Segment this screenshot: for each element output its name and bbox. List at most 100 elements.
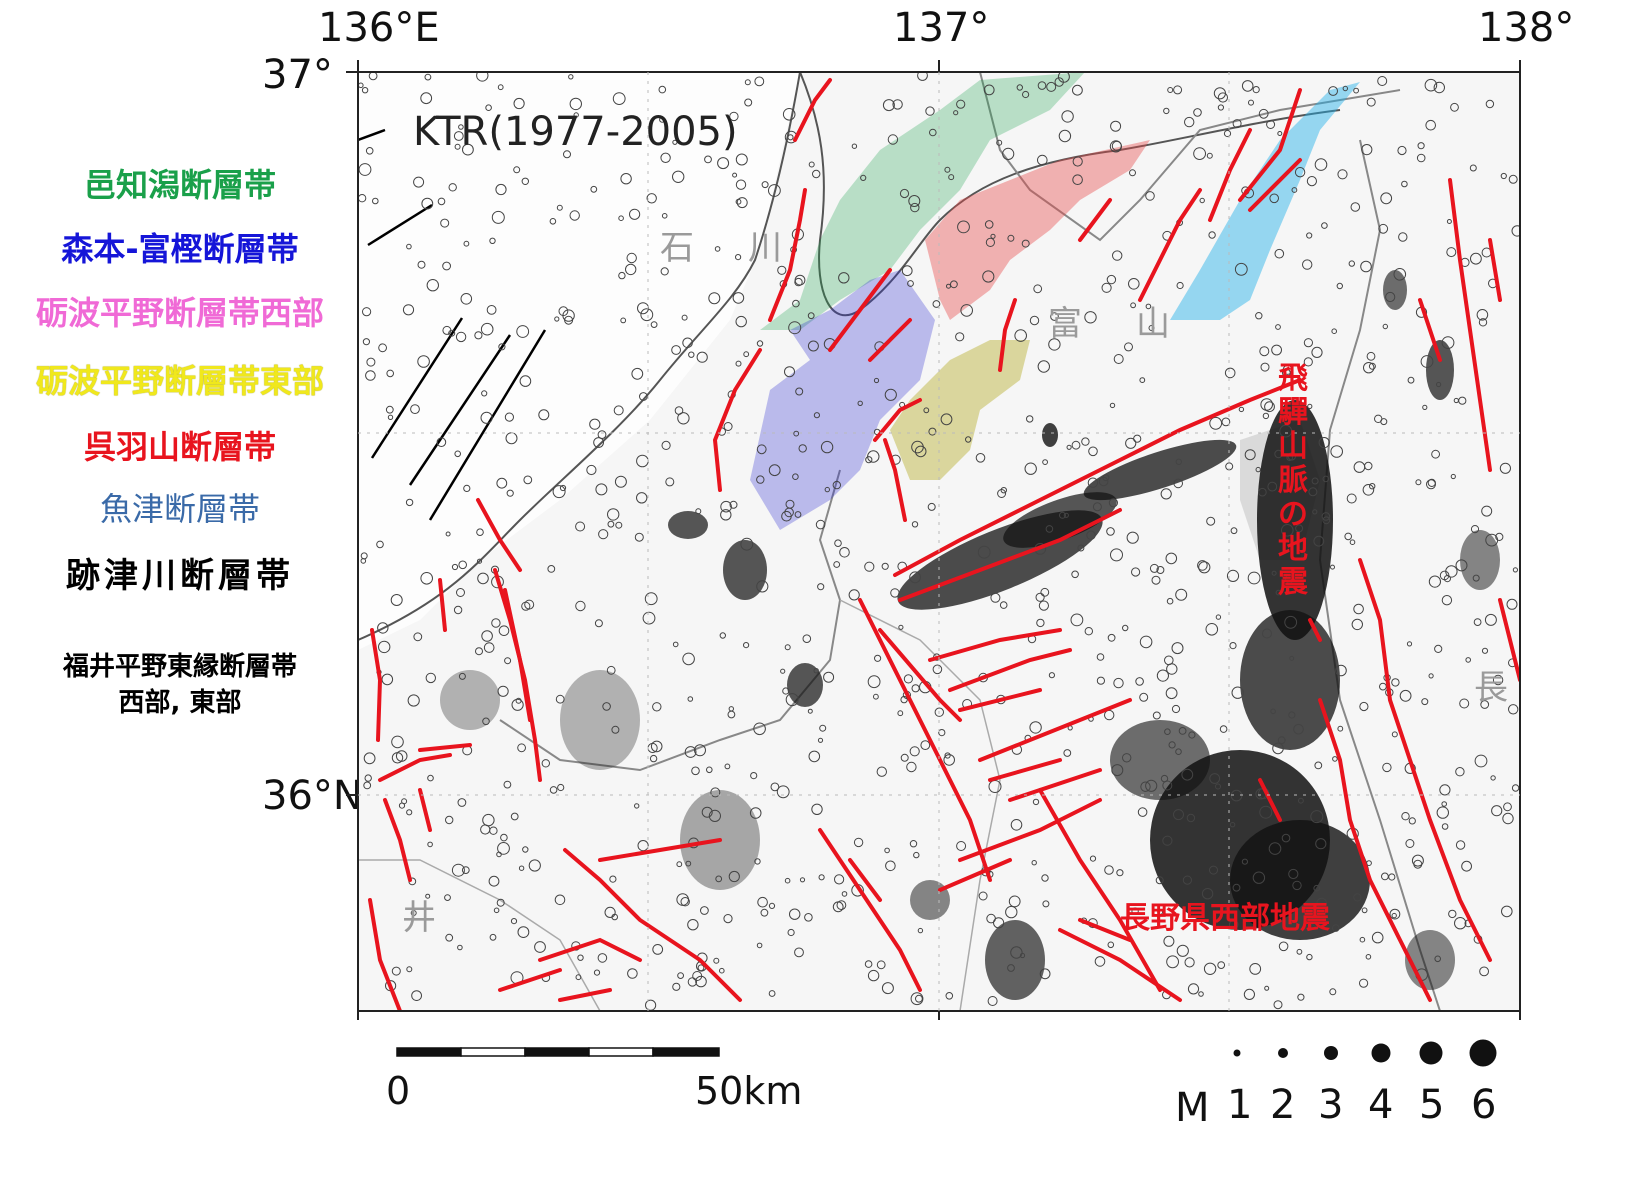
hypocenter-circle — [873, 693, 879, 700]
hypocenter-circle — [780, 668, 786, 674]
hypocenter-circle — [1070, 613, 1084, 627]
legend-fukui-east-parts: 西部, 東部 — [118, 688, 242, 718]
hypocenter-circle — [547, 565, 556, 573]
hypocenter-circle — [1156, 669, 1170, 682]
hypocenter-circle — [1112, 250, 1123, 261]
hypocenter-circle — [413, 176, 425, 188]
hypocenter-circle — [498, 343, 506, 351]
hypocenter-circle — [417, 355, 430, 368]
hypocenter-circle — [1122, 753, 1132, 763]
hypocenter-circle — [1411, 854, 1424, 867]
hypocenter-circle — [649, 754, 658, 763]
hypocenter-circle — [1366, 97, 1376, 107]
hypocenter-circle — [1124, 342, 1133, 352]
hypocenter-circle — [517, 926, 530, 938]
hypocenter-circle — [853, 837, 864, 848]
hypocenter-circle — [982, 270, 995, 283]
hypocenter-circle — [1441, 823, 1449, 830]
hypocenter-circle — [1484, 613, 1497, 626]
hypocenter-circle — [881, 562, 889, 570]
hypocenter-circle — [682, 652, 695, 666]
hypocenter-circle — [1434, 644, 1443, 654]
hypocenter-circle — [1149, 563, 1159, 573]
hypocenter-circle — [1310, 810, 1324, 824]
hypocenter-circle — [975, 453, 986, 463]
hypocenter-circle — [1271, 344, 1282, 356]
hypocenter-circle — [789, 908, 801, 920]
hypocenter-circle — [1401, 180, 1408, 188]
hypocenter-circle — [724, 763, 731, 770]
hypocenter-circle — [680, 897, 690, 907]
hypocenter-circle — [990, 592, 1001, 603]
hypocenter-circle — [1473, 618, 1482, 626]
hypocenter-circle — [362, 307, 372, 317]
hypocenter-circle — [517, 743, 526, 753]
hypocenter-circle — [437, 197, 446, 206]
hypocenter-circle — [1213, 87, 1227, 100]
hypocenter-circle — [732, 292, 745, 304]
hypocenter-circle — [787, 134, 794, 141]
axis-ticks — [346, 60, 1521, 1020]
hypocenter-circle — [1436, 381, 1442, 388]
hypocenter-circle — [909, 840, 918, 848]
hypocenter-circle — [456, 588, 465, 597]
hypocenter-circle — [1193, 108, 1202, 117]
hypocenter-circle — [463, 240, 470, 247]
hypocenter-circle — [1378, 223, 1389, 234]
hypocenter-circle — [1221, 417, 1231, 427]
hypocenter-circle — [569, 97, 582, 111]
hypocenter-circle — [794, 947, 804, 958]
hypocenter-circle — [575, 600, 586, 612]
lon-137-label: 137° — [893, 5, 990, 51]
hypocenter-circle — [996, 139, 1003, 146]
hypocenter-circle — [956, 841, 967, 851]
hypocenter-circle — [640, 308, 654, 322]
hypocenter-circle — [618, 215, 624, 221]
sea-area — [358, 72, 800, 650]
hypocenter-circle — [743, 351, 750, 358]
hypocenter-circle — [461, 866, 470, 874]
hypocenter-circle — [387, 414, 394, 420]
hypocenter-circle — [943, 754, 956, 766]
hypocenter-circle — [1492, 674, 1504, 686]
hypocenter-circle — [1481, 647, 1489, 654]
hypocenter-circle — [760, 908, 769, 917]
hypocenter-circle — [770, 782, 780, 792]
hypocenter-circle — [985, 237, 996, 247]
hypocenter-circle — [378, 640, 391, 654]
hypocenter-circle — [1022, 90, 1030, 99]
hypocenter-circle — [1199, 197, 1205, 204]
hypocenter-circle — [1361, 144, 1373, 156]
hypocenter-circle — [634, 532, 644, 542]
hypocenter-circle — [562, 309, 575, 322]
hypocenter-circle — [1176, 944, 1189, 957]
hypocenter-circle — [377, 622, 389, 634]
hypocenter-circle — [1206, 516, 1216, 526]
hypocenter-circle — [1173, 478, 1183, 489]
hypocenter-circle — [1188, 731, 1196, 739]
hypocenter-circle — [1255, 466, 1261, 473]
zone-ouchigata — [760, 72, 1085, 330]
hypocenter-circle — [674, 406, 684, 415]
hypocenter-circle — [575, 974, 582, 981]
hypocenter-circle — [777, 265, 787, 275]
hypocenter-circle — [768, 990, 776, 997]
hypocenter-circle — [1244, 449, 1256, 461]
hypocenter-circle — [1014, 329, 1028, 342]
lat-37-label: 37° — [262, 52, 333, 98]
hypocenter-circle — [965, 436, 972, 443]
hypocenter-circle — [1116, 869, 1124, 877]
hypocenter-circle — [1131, 567, 1141, 577]
hypocenter-circle — [719, 967, 725, 974]
hypocenter-circle — [706, 766, 713, 774]
hypocenter-circle — [482, 717, 490, 726]
hypocenter-circle — [1511, 784, 1520, 792]
hypocenter-circle — [1455, 767, 1465, 777]
hypocenter-circle — [593, 437, 604, 448]
hypocenter-circle — [481, 630, 493, 642]
hypocenter-circle — [948, 174, 955, 181]
hypocenter-circle — [792, 473, 799, 481]
hypocenter-circle — [864, 960, 873, 968]
hypocenter-circle — [672, 139, 678, 145]
hypocenter-circle — [799, 877, 806, 883]
